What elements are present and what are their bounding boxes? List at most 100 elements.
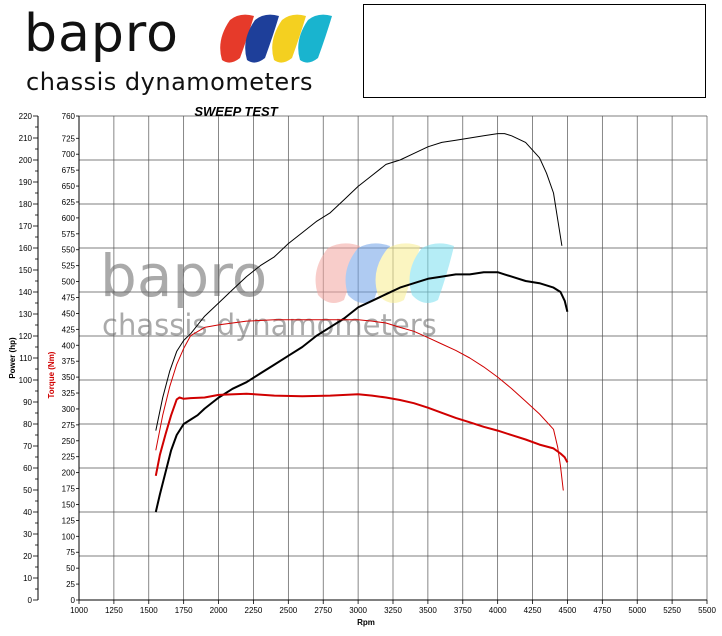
torque-tick-label: 500 — [62, 278, 76, 287]
power-tick-label: 170 — [19, 222, 33, 231]
torque-tick-label: 475 — [62, 294, 76, 303]
torque-tick-label: 625 — [62, 198, 76, 207]
power-tick-label: 120 — [19, 332, 33, 341]
power-tick-label: 210 — [19, 134, 33, 143]
torque-tick-label: 200 — [62, 469, 76, 478]
rpm-tick-label: 2750 — [314, 606, 332, 615]
torque-tick-label: 0 — [71, 596, 76, 605]
torque-tick-label: 425 — [62, 325, 76, 334]
power-tick-label: 40 — [23, 508, 32, 517]
rpm-axis-title: Rpm — [357, 618, 375, 627]
rpm-tick-label: 3500 — [419, 606, 437, 615]
chart-title: SWEEP TEST — [194, 104, 278, 119]
torque-tick-label: 550 — [62, 246, 76, 255]
power-tick-label: 70 — [23, 442, 32, 451]
power-tick-label: 150 — [19, 266, 33, 275]
power-tick-label: 50 — [23, 486, 32, 495]
grid — [78, 115, 708, 601]
logo-stripe — [245, 14, 279, 63]
torque-tick-label: 575 — [62, 230, 76, 239]
watermark-name: bapro — [100, 242, 267, 310]
torque-tick-label: 75 — [66, 548, 75, 557]
torque-tick-label: 350 — [62, 373, 76, 382]
power-tick-label: 20 — [23, 552, 32, 561]
torque-axis: 0 25 50 75 100 125 150 175 200 225 250 275 300 325 350… — [47, 112, 80, 605]
logo-stripe — [272, 14, 306, 63]
torque-tick-label: 225 — [62, 453, 76, 462]
torque-tick-label: 375 — [62, 357, 76, 366]
power-tick-label: 110 — [19, 354, 32, 363]
power-tick-label: 90 — [23, 398, 32, 407]
rpm-tick-label: 1500 — [140, 606, 158, 615]
rpm-tick-label: 1750 — [175, 606, 193, 615]
rpm-tick-label: 3750 — [454, 606, 472, 615]
torque-tick-label: 100 — [62, 532, 76, 541]
logo-stripe — [298, 14, 332, 63]
power-tick-label: 160 — [19, 244, 33, 253]
logo-wordmark: bapro — [24, 4, 179, 64]
power-tick-label: 30 — [23, 530, 32, 539]
power-tick-label: 60 — [23, 464, 32, 473]
power-tick-label: 180 — [19, 200, 33, 209]
power-curve-thin — [155, 133, 563, 431]
rpm-tick-label: 4500 — [559, 606, 577, 615]
torque-tick-label: 150 — [62, 500, 76, 509]
rpm-tick-label: 2250 — [245, 606, 263, 615]
watermark-stripe — [315, 243, 360, 304]
power-tick-label: 130 — [19, 310, 33, 319]
power-tick-label: 10 — [23, 574, 32, 583]
rpm-tick-label: 1250 — [105, 606, 123, 615]
rpm-tick-label: 3250 — [384, 606, 402, 615]
torque-tick-label: 125 — [62, 516, 76, 525]
torque-tick-label: 25 — [66, 580, 75, 589]
power-tick-label: 200 — [19, 156, 33, 165]
torque-tick-label: 300 — [62, 405, 76, 414]
torque-tick-label: 50 — [66, 564, 75, 573]
rpm-tick-label: 3000 — [349, 606, 367, 615]
torque-tick-label: 650 — [62, 182, 76, 191]
bapro-logo: bapro chassis dynamometers — [24, 4, 332, 100]
rpm-axis: 1000 1250 1500 1750 2000 2250 2500 2750 3000 3250… — [70, 599, 716, 627]
torque-tick-label: 400 — [62, 341, 76, 350]
torque-tick-label: 525 — [62, 262, 76, 271]
rpm-tick-label: 5500 — [698, 606, 716, 615]
logo-color-stripes — [220, 14, 332, 63]
info-box — [363, 4, 706, 98]
rpm-tick-label: 4750 — [593, 606, 611, 615]
watermark-stripe — [375, 243, 420, 304]
power-curve-thick — [154, 271, 569, 513]
power-tick-label: 190 — [19, 178, 33, 187]
power-axis-title: Power (hp) — [8, 337, 17, 379]
torque-curve-thin — [155, 319, 564, 491]
rpm-tick-label: 1000 — [70, 606, 88, 615]
torque-curve-thick — [154, 392, 569, 476]
rpm-tick-label: 4000 — [489, 606, 507, 615]
watermark-tagline: chassis dynamometers — [102, 308, 437, 342]
torque-tick-label: 760 — [62, 112, 76, 121]
torque-tick-label: 175 — [62, 485, 76, 494]
torque-tick-label: 600 — [62, 214, 76, 223]
torque-axis-title: Torque (Nm) — [47, 351, 56, 398]
logo-tagline: chassis dynamometers — [26, 68, 314, 96]
rpm-tick-label: 4250 — [524, 606, 542, 615]
power-axis: 0 10 20 30 40 50 60 70 80 90 100 110 120 130 140 150 160… — [8, 112, 39, 605]
logo-stripe — [220, 14, 254, 63]
power-tick-label: 80 — [23, 420, 32, 429]
rpm-tick-label: 5250 — [663, 606, 681, 615]
torque-tick-label: 450 — [62, 309, 76, 318]
power-tick-label: 100 — [19, 376, 33, 385]
torque-tick-label: 250 — [62, 437, 76, 446]
rpm-tick-label: 2500 — [279, 606, 297, 615]
rpm-tick-label: 2000 — [210, 606, 228, 615]
torque-tick-label: 725 — [62, 134, 76, 143]
power-tick-label: 0 — [28, 596, 33, 605]
watermark-stripe — [409, 243, 454, 304]
torque-tick-label: 325 — [62, 389, 76, 398]
power-tick-label: 140 — [19, 288, 33, 297]
torque-tick-label: 675 — [62, 166, 76, 175]
power-tick-label: 220 — [19, 112, 33, 121]
torque-tick-label: 700 — [62, 150, 76, 159]
rpm-tick-label: 5000 — [628, 606, 646, 615]
